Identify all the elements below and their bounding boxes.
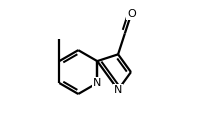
Text: N: N [114, 85, 122, 95]
Text: N: N [93, 78, 101, 88]
Text: O: O [127, 9, 136, 19]
